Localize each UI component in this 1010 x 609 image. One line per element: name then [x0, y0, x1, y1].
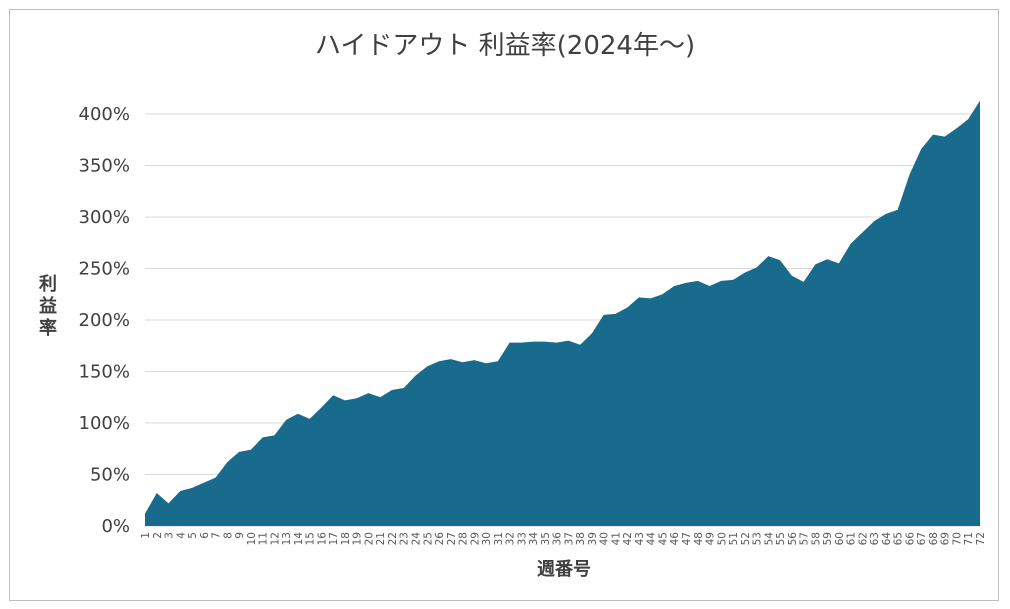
x-tick-label: 28: [458, 532, 470, 545]
x-tick-label: 68: [928, 532, 940, 545]
x-tick-label: 42: [622, 532, 634, 545]
x-tick-label: 4: [175, 532, 187, 539]
y-tick-label: 150%: [79, 362, 130, 383]
x-tick-label: 52: [740, 532, 752, 545]
x-tick-label: 66: [904, 532, 916, 546]
x-tick-label: 69: [940, 532, 952, 545]
y-tick-label: 50%: [90, 465, 130, 486]
x-tick-label: 46: [669, 532, 681, 546]
x-tick-label: 7: [211, 532, 223, 539]
x-tick-label: 26: [434, 532, 446, 546]
x-tick-label: 12: [269, 532, 281, 545]
x-tick-label: 37: [563, 532, 575, 545]
x-tick-label: 70: [951, 532, 963, 545]
x-tick-label: 19: [352, 532, 364, 545]
x-tick-label: 6: [199, 532, 211, 539]
profit-rate-area: [145, 100, 980, 527]
x-tick-label: 55: [775, 532, 787, 545]
x-tick-label: 8: [222, 532, 234, 539]
x-tick-label: 50: [716, 532, 728, 545]
y-tick-label: 350%: [79, 156, 130, 177]
x-tick-label: 60: [834, 532, 846, 545]
x-tick-label: 44: [646, 532, 658, 546]
x-tick-label: 38: [575, 532, 587, 545]
x-tick-label: 33: [516, 532, 528, 545]
y-axis-label-char: 率: [39, 317, 57, 339]
x-tick-label: 64: [881, 532, 893, 546]
x-tick-label: 2: [152, 532, 164, 539]
x-tick-label: 53: [752, 532, 764, 545]
x-tick-label: 21: [375, 532, 387, 545]
x-tick-label: 51: [728, 532, 740, 545]
x-tick-label: 40: [599, 532, 611, 545]
x-tick-label: 15: [305, 532, 317, 545]
x-tick-label: 67: [916, 532, 928, 545]
x-tick-label: 1: [140, 532, 152, 539]
x-tick-label: 35: [540, 532, 552, 545]
y-axis-label-char: 益: [39, 295, 57, 317]
x-tick-label: 41: [610, 532, 622, 545]
x-tick-label: 65: [893, 532, 905, 545]
y-tick-label: 300%: [79, 207, 130, 228]
x-tick-label: 5: [187, 532, 199, 539]
x-tick-label: 58: [810, 532, 822, 545]
x-tick-label: 25: [422, 532, 434, 545]
x-tick-label: 16: [316, 532, 328, 546]
x-tick-label: 47: [681, 532, 693, 545]
y-tick-label: 250%: [79, 259, 130, 280]
x-axis-label: 週番号: [537, 559, 591, 580]
x-tick-label: 10: [246, 532, 258, 545]
x-tick-label: 71: [963, 532, 975, 545]
x-tick-label: 27: [446, 532, 458, 545]
x-tick-label: 23: [399, 532, 411, 545]
x-tick-label: 62: [857, 532, 869, 545]
x-tick-label: 29: [469, 532, 481, 545]
x-tick-label: 54: [763, 532, 775, 546]
x-tick-label: 18: [340, 532, 352, 545]
x-tick-label: 9: [234, 532, 246, 539]
x-tick-label: 3: [164, 532, 176, 539]
x-tick-label: 30: [481, 532, 493, 545]
y-tick-label: 0%: [101, 516, 130, 537]
x-tick-label: 34: [528, 532, 540, 546]
x-tick-label: 43: [634, 532, 646, 545]
x-tick-label: 32: [505, 532, 517, 545]
x-tick-label: 14: [293, 532, 305, 546]
x-tick-label: 61: [846, 532, 858, 545]
x-tick-label: 49: [705, 532, 717, 545]
x-tick-label: 72: [975, 532, 987, 545]
y-tick-label: 400%: [79, 104, 130, 125]
x-tick-label: 17: [328, 532, 340, 545]
y-axis-label-char: 利: [39, 273, 57, 295]
x-tick-label: 31: [493, 532, 505, 545]
x-tick-label: 59: [822, 532, 834, 545]
x-tick-label: 45: [657, 532, 669, 545]
x-tick-label: 13: [281, 532, 293, 545]
x-tick-label: 24: [410, 532, 422, 546]
chart-title: ハイドアウト 利益率(2024年〜): [315, 31, 695, 61]
x-tick-label: 63: [869, 532, 881, 545]
x-tick-label: 56: [787, 532, 799, 546]
x-tick-label: 11: [258, 532, 270, 545]
x-tick-label: 57: [799, 532, 811, 545]
y-tick-label: 100%: [79, 413, 130, 434]
y-tick-label: 200%: [79, 310, 130, 331]
y-axis-label: 利益率: [39, 273, 57, 339]
x-tick-label: 48: [693, 532, 705, 545]
x-tick-label: 20: [363, 532, 375, 545]
x-tick-label: 36: [552, 532, 564, 546]
x-tick-label: 39: [587, 532, 599, 545]
x-tick-label: 22: [387, 532, 399, 545]
